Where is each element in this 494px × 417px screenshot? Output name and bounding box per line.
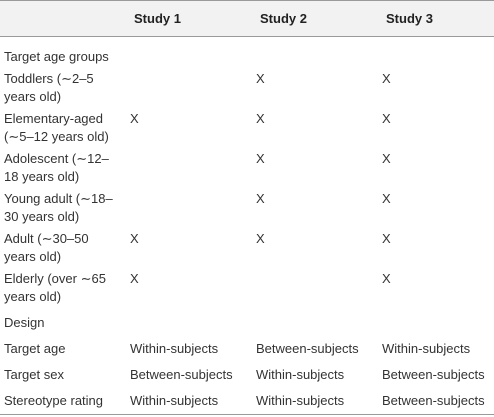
cell-study-3: X	[382, 231, 391, 246]
table-row: Design	[0, 306, 494, 332]
row-label: Target age	[4, 341, 66, 356]
table-row: Target age Within-subjects Between-subje…	[0, 332, 494, 358]
cell-study-2: X	[256, 111, 265, 126]
cell-study-1: X	[130, 231, 139, 246]
cell-study-1: Within-subjects	[126, 384, 252, 415]
table-row: Target sex Between-subjects Within-subje…	[0, 358, 494, 384]
cell-study-2: X	[256, 151, 265, 166]
cell-study-3: Between-subjects	[382, 367, 485, 382]
row-label: Elementary-aged (∼5–12 years old)	[4, 111, 109, 144]
cell-study-3: X	[382, 71, 391, 86]
cell-study-3	[378, 37, 494, 67]
row-label: Target sex	[4, 367, 64, 382]
cell-study-3: X	[382, 191, 391, 206]
row-label: Target age groups	[4, 49, 109, 64]
cell-study-3	[378, 306, 494, 332]
table-row: Toddlers (∼2–5 years old) X X	[0, 66, 494, 106]
cell-study-1	[126, 146, 252, 186]
cell-study-3: Between-subjects	[378, 384, 494, 415]
cell-study-2	[252, 37, 378, 67]
cell-study-2: Within-subjects	[256, 367, 345, 382]
table-row: Stereotype rating Within-subjects Within…	[0, 384, 494, 415]
cell-study-2: X	[256, 231, 265, 246]
cell-study-2: X	[256, 191, 265, 206]
row-label: Design	[4, 315, 45, 330]
table-row: Adolescent (∼12–18 years old) X X	[0, 146, 494, 186]
header-study-3: Study 3	[378, 0, 494, 37]
table-row: Elementary-aged (∼5–12 years old) X X X	[0, 106, 494, 146]
cell-study-1	[126, 66, 252, 106]
cell-study-1: Within-subjects	[130, 341, 219, 356]
row-label: Adult (∼30–50 years old)	[4, 231, 89, 264]
cell-study-1: Between-subjects	[130, 367, 233, 382]
row-label: Adolescent (∼12–18 years old)	[4, 151, 109, 184]
cell-study-1	[126, 186, 252, 226]
cell-study-1	[126, 306, 252, 332]
cell-study-1	[126, 37, 252, 67]
cell-study-2: Between-subjects	[256, 341, 359, 356]
header-empty	[0, 0, 126, 37]
cell-study-2: Within-subjects	[252, 384, 378, 415]
table-header-row: Study 1 Study 2 Study 3	[0, 0, 494, 37]
header-study-1: Study 1	[126, 0, 252, 37]
table-row: Young adult (∼18–30 years old) X X	[0, 186, 494, 226]
row-label: Toddlers (∼2–5 years old)	[4, 71, 94, 104]
cell-study-1: X	[130, 271, 139, 286]
table-row: Adult (∼30–50 years old) X X X	[0, 226, 494, 266]
cell-study-3: Within-subjects	[382, 341, 471, 356]
table-row: Elderly (over ∼65 years old) X X	[0, 266, 494, 306]
header-study-2: Study 2	[252, 0, 378, 37]
row-label: Young adult (∼18–30 years old)	[4, 191, 113, 224]
cell-study-2	[252, 306, 378, 332]
row-label: Elderly (over ∼65 years old)	[4, 271, 106, 304]
row-label: Stereotype rating	[0, 384, 126, 415]
cell-study-2: X	[256, 71, 265, 86]
cell-study-3: X	[382, 151, 391, 166]
cell-study-3: X	[382, 271, 391, 286]
cell-study-3: X	[382, 111, 391, 126]
cell-study-1: X	[130, 111, 139, 126]
table-row: Target age groups	[0, 37, 494, 67]
cell-study-2	[252, 266, 378, 306]
